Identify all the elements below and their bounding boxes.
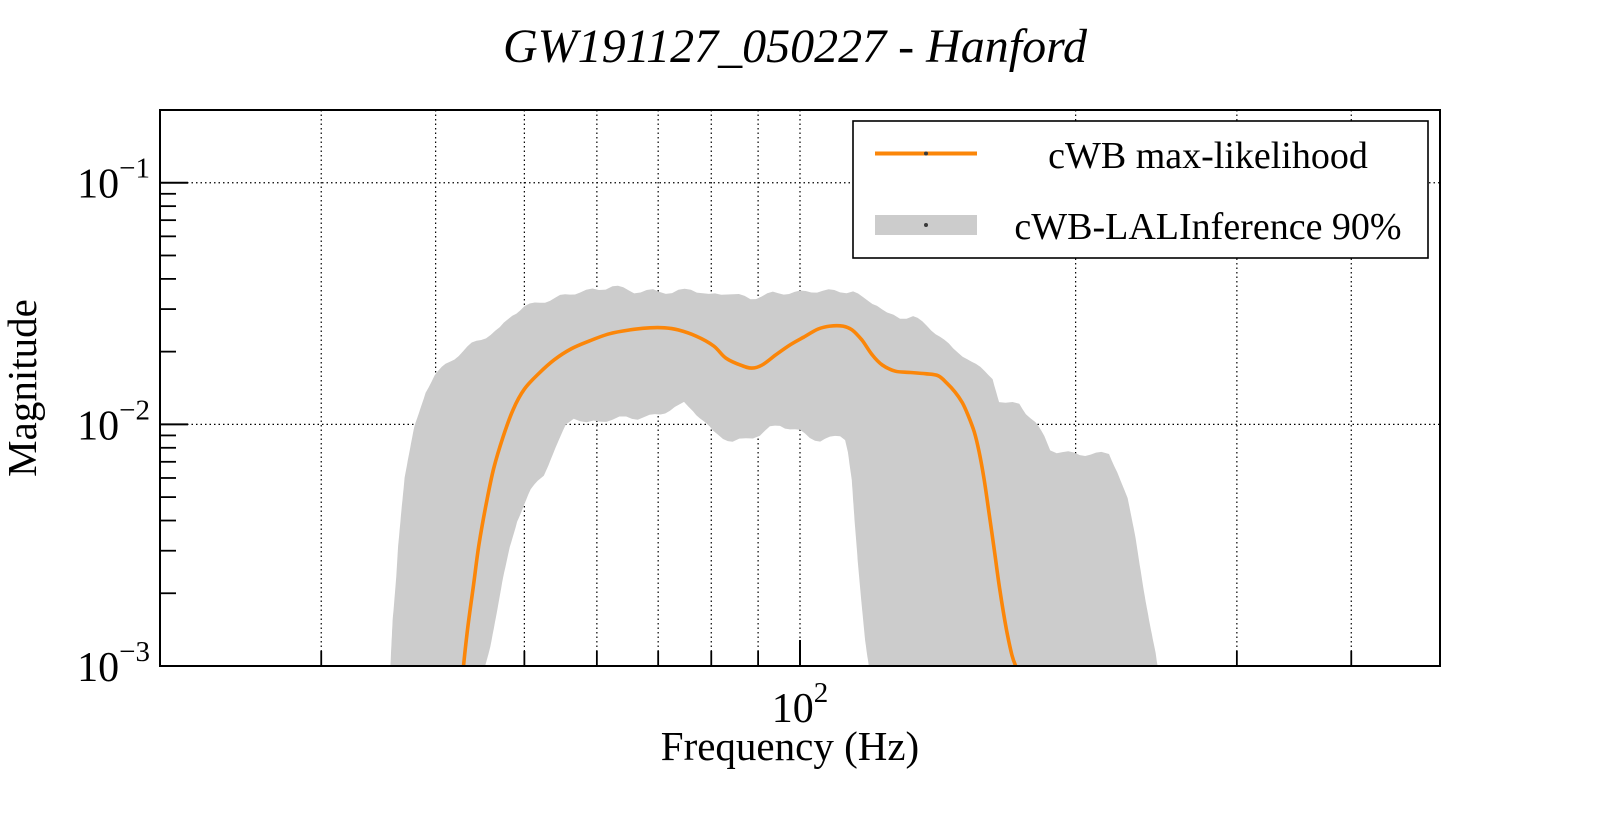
confidence-band-area xyxy=(390,285,1158,666)
legend: cWB max-likelihood cWB-LALInference 90% xyxy=(852,120,1429,259)
x-tick-label: 102 xyxy=(772,677,829,732)
y-tick-label: 10−2 xyxy=(77,394,150,449)
plot-frame xyxy=(159,109,1441,667)
legend-line-marker-dot xyxy=(924,151,928,156)
legend-patch-marker-dot xyxy=(924,223,928,227)
legend-label-confidence-band: cWB-LALInference 90% xyxy=(1014,206,1401,248)
plot-data xyxy=(390,285,1158,666)
x-axis-label: Frequency (Hz) xyxy=(661,723,919,769)
legend-box xyxy=(852,120,1429,259)
chart-title: GW191127_050227 - Hanford xyxy=(503,20,1088,73)
y-tick-label: 10−3 xyxy=(77,636,150,691)
max-likelihood-curve xyxy=(461,323,1018,666)
legend-label-max-likelihood: cWB max-likelihood xyxy=(1048,135,1368,177)
y-tick-label: 10−1 xyxy=(77,153,150,208)
tick-labels: 10−1 10−2 10−3 102 xyxy=(77,153,828,732)
y-axis-label: Magnitude xyxy=(0,299,45,477)
